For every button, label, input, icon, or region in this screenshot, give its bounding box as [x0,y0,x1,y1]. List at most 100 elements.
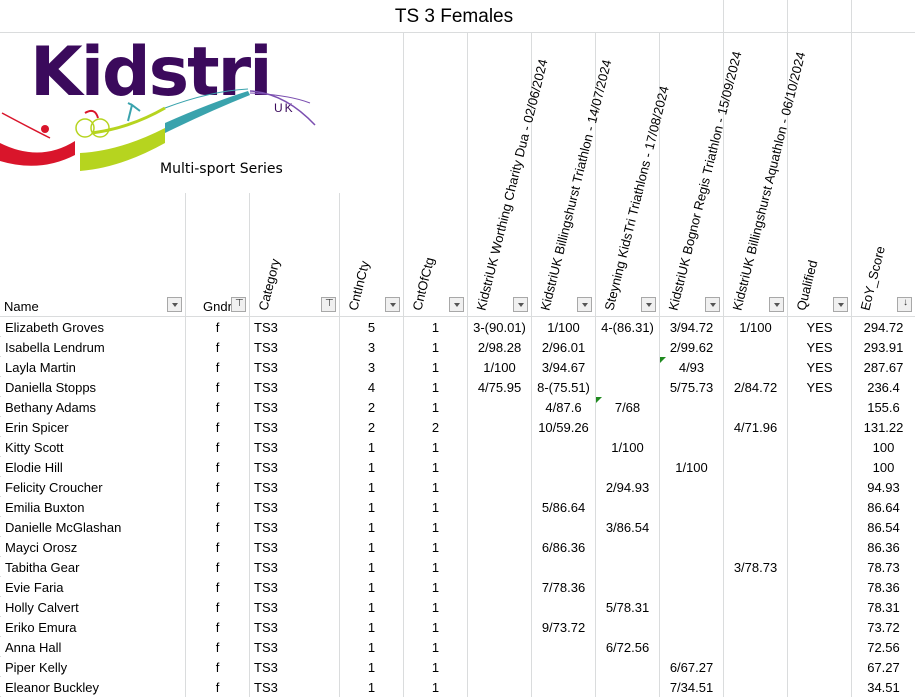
cell-kidstriuk-billingshurst-aquath[interactable] [724,597,787,617]
cell-gndr[interactable]: f [186,497,249,517]
cell-cntincty[interactable]: 4 [340,377,403,397]
cell-gndr[interactable]: f [186,617,249,637]
cell-kidstriuk-bognor-regis-triathl[interactable] [660,497,723,517]
cell-cntofctg[interactable]: 1 [404,317,467,337]
cell-kidstriuk-billingshurst-triath[interactable] [532,437,595,457]
filter-dropdown-button[interactable] [577,297,592,312]
cell-gndr[interactable]: f [186,677,249,697]
cell-cntincty[interactable]: 3 [340,337,403,357]
cell-gndr[interactable]: f [186,577,249,597]
cell-category[interactable]: TS3 [250,457,339,477]
cell-cntofctg[interactable]: 1 [404,517,467,537]
cell-steyning-kidstri-triathlons-17[interactable] [596,617,659,637]
cell-kidstriuk-bognor-regis-triathl[interactable]: 3/94.72 [660,317,723,337]
cell-cntincty[interactable]: 1 [340,677,403,697]
cell-cntofctg[interactable]: 1 [404,457,467,477]
cell-cntincty[interactable]: 1 [340,617,403,637]
cell-name[interactable]: Layla Martin [1,357,185,377]
filter-dropdown-button[interactable] [385,297,400,312]
cell-kidstriuk-billingshurst-triath[interactable]: 8-(75.51) [532,377,595,397]
cell-category[interactable]: TS3 [250,477,339,497]
cell-kidstriuk-bognor-regis-triathl[interactable] [660,537,723,557]
cell-cntincty[interactable]: 3 [340,357,403,377]
cell-kidstriuk-worthing-charity-dua[interactable] [468,517,531,537]
cell-name[interactable]: Anna Hall [1,637,185,657]
cell-steyning-kidstri-triathlons-17[interactable]: 4-(86.31) [596,317,659,337]
cell-kidstriuk-worthing-charity-dua[interactable] [468,477,531,497]
cell-kidstriuk-worthing-charity-dua[interactable] [468,597,531,617]
cell-steyning-kidstri-triathlons-17[interactable] [596,677,659,697]
cell-name[interactable]: Eriko Emura [1,617,185,637]
cell-kidstriuk-worthing-charity-dua[interactable] [468,537,531,557]
cell-kidstriuk-billingshurst-triath[interactable]: 2/96.01 [532,337,595,357]
cell-kidstriuk-billingshurst-triath[interactable]: 4/87.6 [532,397,595,417]
cell-cntofctg[interactable]: 1 [404,377,467,397]
cell-kidstriuk-billingshurst-triath[interactable] [532,657,595,677]
cell-cntofctg[interactable]: 1 [404,397,467,417]
filter-dropdown-button[interactable] [231,297,246,312]
cell-qualified[interactable] [788,557,851,577]
cell-cntofctg[interactable]: 1 [404,617,467,637]
cell-kidstriuk-worthing-charity-dua[interactable]: 4/75.95 [468,377,531,397]
cell-kidstriuk-billingshurst-aquath[interactable] [724,537,787,557]
cell-kidstriuk-billingshurst-aquath[interactable] [724,437,787,457]
cell-kidstriuk-billingshurst-aquath[interactable] [724,477,787,497]
cell-gndr[interactable]: f [186,477,249,497]
cell-qualified[interactable] [788,497,851,517]
cell-eoy-score[interactable]: 100 [852,437,915,457]
cell-name[interactable]: Erin Spicer [1,417,185,437]
cell-kidstriuk-bognor-regis-triathl[interactable] [660,477,723,497]
cell-category[interactable]: TS3 [250,497,339,517]
cell-kidstriuk-billingshurst-triath[interactable] [532,477,595,497]
cell-kidstriuk-worthing-charity-dua[interactable] [468,617,531,637]
cell-cntincty[interactable]: 1 [340,437,403,457]
cell-category[interactable]: TS3 [250,557,339,577]
cell-qualified[interactable] [788,477,851,497]
cell-gndr[interactable]: f [186,417,249,437]
cell-name[interactable]: Holly Calvert [1,597,185,617]
cell-name[interactable]: Elodie Hill [1,457,185,477]
cell-cntincty[interactable]: 1 [340,637,403,657]
cell-kidstriuk-worthing-charity-dua[interactable] [468,677,531,697]
cell-cntofctg[interactable]: 1 [404,637,467,657]
cell-eoy-score[interactable]: 236.4 [852,377,915,397]
cell-gndr[interactable]: f [186,517,249,537]
cell-steyning-kidstri-triathlons-17[interactable] [596,537,659,557]
cell-eoy-score[interactable]: 86.64 [852,497,915,517]
cell-cntofctg[interactable]: 1 [404,357,467,377]
cell-kidstriuk-billingshurst-triath[interactable]: 10/59.26 [532,417,595,437]
cell-eoy-score[interactable]: 73.72 [852,617,915,637]
cell-category[interactable]: TS3 [250,597,339,617]
cell-cntofctg[interactable]: 1 [404,477,467,497]
cell-kidstriuk-billingshurst-triath[interactable] [532,597,595,617]
cell-eoy-score[interactable]: 131.22 [852,417,915,437]
filter-dropdown-button[interactable] [833,297,848,312]
cell-kidstriuk-worthing-charity-dua[interactable] [468,577,531,597]
cell-cntincty[interactable]: 1 [340,477,403,497]
cell-eoy-score[interactable]: 78.36 [852,577,915,597]
cell-gndr[interactable]: f [186,597,249,617]
filter-dropdown-button[interactable] [705,297,720,312]
cell-kidstriuk-billingshurst-triath[interactable]: 7/78.36 [532,577,595,597]
cell-gndr[interactable]: f [186,657,249,677]
cell-steyning-kidstri-triathlons-17[interactable] [596,417,659,437]
cell-qualified[interactable]: YES [788,357,851,377]
cell-kidstriuk-bognor-regis-triathl[interactable] [660,517,723,537]
cell-cntincty[interactable]: 1 [340,517,403,537]
cell-eoy-score[interactable]: 78.73 [852,557,915,577]
cell-qualified[interactable] [788,657,851,677]
cell-kidstriuk-worthing-charity-dua[interactable]: 3-(90.01) [468,317,531,337]
cell-name[interactable]: Bethany Adams [1,397,185,417]
cell-name[interactable]: Daniella Stopps [1,377,185,397]
cell-kidstriuk-bognor-regis-triathl[interactable]: 7/34.51 [660,677,723,697]
filter-dropdown-button[interactable] [167,297,182,312]
cell-gndr[interactable]: f [186,437,249,457]
cell-kidstriuk-worthing-charity-dua[interactable] [468,397,531,417]
cell-category[interactable]: TS3 [250,537,339,557]
cell-cntofctg[interactable]: 1 [404,497,467,517]
cell-gndr[interactable]: f [186,457,249,477]
cell-kidstriuk-billingshurst-triath[interactable]: 6/86.36 [532,537,595,557]
cell-kidstriuk-billingshurst-aquath[interactable] [724,617,787,637]
cell-eoy-score[interactable]: 94.93 [852,477,915,497]
comment-indicator-icon[interactable] [596,397,602,403]
